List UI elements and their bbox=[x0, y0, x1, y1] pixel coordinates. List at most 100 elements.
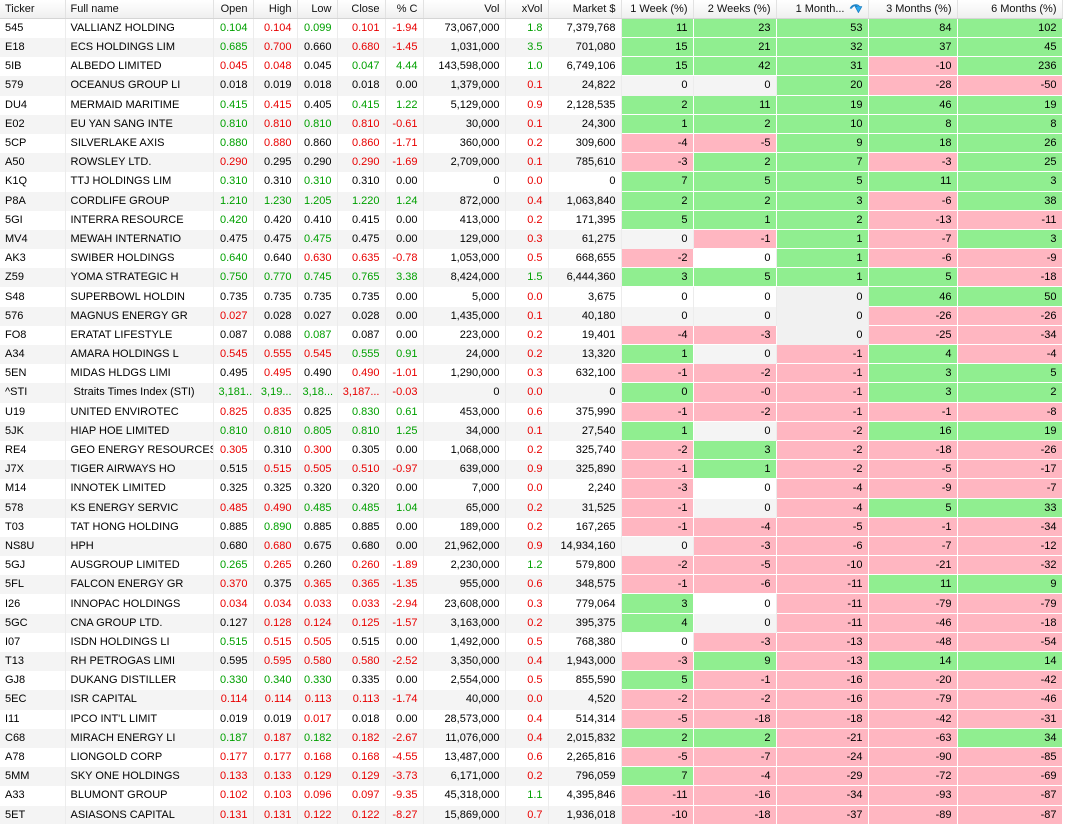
table-row[interactable]: I11 IPCO INT'L LIMIT 0.019 0.019 0.017 0.018 0… bbox=[0, 709, 1063, 729]
table-row[interactable]: 5ET ASIASONS CAPITAL 0.131 0.131 0.122 0.122-… bbox=[0, 805, 1063, 824]
table-row[interactable]: 5EC ISR CAPITAL 0.114 0.114 0.113 0.113 -1.74 4… bbox=[0, 690, 1063, 710]
column-header-xvol[interactable]: xVol bbox=[505, 0, 549, 19]
cell-month3: -63 bbox=[868, 728, 958, 748]
table-row[interactable]: 5EN MIDAS HLDGS LIMI 0.495 0.495 0.490 0.490-… bbox=[0, 364, 1063, 384]
cell-month3: -90 bbox=[868, 747, 958, 768]
column-header-month6[interactable]: 6 Months (%) bbox=[957, 0, 1063, 19]
table-row[interactable]: 5GI INTERRA RESOURCE 0.420 0.420 0.410 0.415 0… bbox=[0, 210, 1063, 230]
column-header-market[interactable]: Market $ bbox=[548, 0, 622, 19]
cell-pct_change: 0.00 bbox=[385, 210, 424, 230]
cell-month6: 33 bbox=[957, 498, 1063, 518]
table-row[interactable]: K1Q TTJ HOLDINGS LIM 0.310 0.310 0.310 0.310 0… bbox=[0, 172, 1063, 192]
cell-close: 0.028 bbox=[337, 306, 386, 326]
cell-month6: -50 bbox=[957, 76, 1063, 96]
cell-week1: 0 bbox=[621, 536, 694, 557]
cell-close: 0.555 bbox=[337, 345, 386, 365]
cell-name: ALBEDO LIMITED bbox=[65, 57, 214, 77]
table-row[interactable]: I07 ISDN HOLDINGS LI 0.515 0.515 0.505 0.515 0… bbox=[0, 632, 1063, 652]
cell-name: HIAP HOE LIMITED bbox=[65, 421, 214, 441]
table-row[interactable]: 5GC CNA GROUP LTD. 0.127 0.128 0.124 0.125 -1.… bbox=[0, 613, 1063, 633]
cell-month3: -7 bbox=[868, 229, 958, 250]
table-row[interactable]: P8A CORDLIFE GROUP 1.210 1.230 1.205 1.220 1.2… bbox=[0, 191, 1063, 211]
cell-high: 0.133 bbox=[253, 767, 298, 787]
cell-close: 3,187... bbox=[337, 383, 386, 403]
column-header-week2[interactable]: 2 Weeks (%) bbox=[693, 0, 777, 19]
table-row[interactable]: 576 MAGNUS ENERGY GR 0.027 0.028 0.027 0.028 0… bbox=[0, 306, 1063, 326]
cell-market: 632,100 bbox=[548, 364, 622, 384]
cell-close: 0.765 bbox=[337, 268, 386, 288]
cell-month1: 1 bbox=[776, 229, 869, 250]
table-row[interactable]: 579 OCEANUS GROUP LI 0.018 0.019 0.018 0.018 0… bbox=[0, 76, 1063, 96]
table-row[interactable]: GJ8 DUKANG DISTILLER 0.330 0.340 0.330 0.335 0… bbox=[0, 671, 1063, 691]
column-header-close[interactable]: Close bbox=[337, 0, 386, 19]
table-row[interactable]: FO8 ERATAT LIFESTYLE 0.087 0.088 0.087 0.087 0… bbox=[0, 325, 1063, 345]
cell-name: SILVERLAKE AXIS bbox=[65, 133, 214, 154]
cell-low: 0.505 bbox=[297, 632, 338, 652]
table-row[interactable]: 5IB ALBEDO LIMITED 0.045 0.048 0.045 0.047 4.4… bbox=[0, 57, 1063, 77]
cell-month1: 10 bbox=[776, 114, 869, 134]
column-header-name[interactable]: Full name bbox=[65, 0, 214, 19]
cell-high: 0.810 bbox=[253, 114, 298, 134]
table-row[interactable]: Z59 YOMA STRATEGIC H 0.750 0.770 0.745 0.765 3… bbox=[0, 268, 1063, 288]
table-row[interactable]: T13 RH PETROGAS LIMI 0.595 0.595 0.580 0.580-… bbox=[0, 652, 1063, 672]
table-row[interactable]: DU4 MERMAID MARITIME 0.415 0.415 0.405 0.415 1… bbox=[0, 95, 1063, 115]
table-row[interactable]: A33 BLUMONT GROUP 0.102 0.103 0.096 0.097 -9.3… bbox=[0, 786, 1063, 806]
table-row[interactable]: I26 INNOPAC HOLDINGS 0.034 0.034 0.033 0.033-… bbox=[0, 594, 1063, 614]
table-row[interactable]: 578 KS ENERGY SERVIC 0.485 0.490 0.485 0.485 1… bbox=[0, 498, 1063, 518]
table-row[interactable]: J7X TIGER AIRWAYS HO 0.515 0.515 0.505 0.510-… bbox=[0, 460, 1063, 480]
cell-xvol: 0.4 bbox=[505, 709, 549, 729]
table-row[interactable]: A34 AMARA HOLDINGS L 0.545 0.555 0.545 0.555 0… bbox=[0, 345, 1063, 365]
cell-name: AMARA HOLDINGS L bbox=[65, 345, 214, 365]
table-row[interactable]: M14 INNOTEK LIMITED 0.325 0.325 0.320 0.320 0.… bbox=[0, 479, 1063, 499]
table-row[interactable]: 5JK HIAP HOE LIMITED 0.810 0.810 0.805 0.810 1… bbox=[0, 421, 1063, 441]
cell-high: 0.310 bbox=[253, 172, 298, 192]
cell-month3: -1 bbox=[868, 517, 958, 537]
table-row[interactable]: A78 LIONGOLD CORP 0.177 0.177 0.168 0.168 -4.5… bbox=[0, 747, 1063, 768]
column-header-vol[interactable]: Vol bbox=[423, 0, 506, 19]
table-row[interactable]: ^STI Straits Times Index (STI) 3,181... 3,… bbox=[0, 383, 1063, 403]
cell-month3: -20 bbox=[868, 671, 958, 691]
table-row[interactable]: 5GJ AUSGROUP LIMITED 0.265 0.265 0.260 0.260-… bbox=[0, 556, 1063, 576]
cell-pct_change: -1.35 bbox=[385, 575, 424, 595]
column-header-week1[interactable]: 1 Week (%) bbox=[621, 0, 694, 19]
cell-vol: 73,067,000 bbox=[423, 18, 506, 38]
cell-ticker: A50 bbox=[0, 153, 66, 173]
table-row[interactable]: 5FL FALCON ENERGY GR 0.370 0.375 0.365 0.365-… bbox=[0, 575, 1063, 595]
table-row[interactable]: A50 ROWSLEY LTD. 0.290 0.295 0.290 0.290 -1.69… bbox=[0, 153, 1063, 173]
table-row[interactable]: S48 SUPERBOWL HOLDIN 0.735 0.735 0.735 0.735 0… bbox=[0, 287, 1063, 307]
table-row[interactable]: AK3 SWIBER HOLDINGS 0.640 0.640 0.630 0.635 -0… bbox=[0, 249, 1063, 269]
cell-month6: -87 bbox=[957, 786, 1063, 806]
column-header-ticker[interactable]: Ticker bbox=[0, 0, 66, 19]
column-header-open[interactable]: Open bbox=[213, 0, 254, 19]
table-row[interactable]: 5MM SKY ONE HOLDINGS 0.133 0.133 0.129 0.129-… bbox=[0, 767, 1063, 787]
column-header-low[interactable]: Low bbox=[297, 0, 338, 19]
cell-month6: -26 bbox=[957, 440, 1063, 461]
cell-vol: 639,000 bbox=[423, 460, 506, 480]
table-row[interactable]: E18 ECS HOLDINGS LIM 0.685 0.700 0.660 0.680-… bbox=[0, 38, 1063, 58]
cell-name: CNA GROUP LTD. bbox=[65, 613, 214, 633]
table-row[interactable]: MV4 MEWAH INTERNATIO 0.475 0.475 0.475 0.475 0… bbox=[0, 229, 1063, 250]
column-header-high[interactable]: High bbox=[253, 0, 298, 19]
cell-high: 0.515 bbox=[253, 632, 298, 652]
cell-month1: -2 bbox=[776, 440, 869, 461]
column-header-month3[interactable]: 3 Months (%) bbox=[868, 0, 958, 19]
cell-month1: -16 bbox=[776, 671, 869, 691]
cell-pct_change: -1.57 bbox=[385, 613, 424, 633]
cell-vol: 1,290,000 bbox=[423, 364, 506, 384]
column-header-month1[interactable]: 1 Month... bbox=[776, 0, 869, 19]
cell-week2: -5 bbox=[693, 133, 777, 154]
table-row[interactable]: RE4 GEO ENERGY RESOURCES 0.305 0.310 0.300 0.… bbox=[0, 440, 1063, 461]
table-row[interactable]: 545 VALLIANZ HOLDING 0.104 0.104 0.099 0.101-… bbox=[0, 18, 1063, 38]
table-row[interactable]: C68 MIRACH ENERGY LI 0.187 0.187 0.182 0.182-… bbox=[0, 728, 1063, 748]
table-row[interactable]: 5CP SILVERLAKE AXIS 0.880 0.880 0.860 0.860 -1… bbox=[0, 133, 1063, 154]
column-header-pct_change[interactable]: % C bbox=[385, 0, 424, 19]
table-row[interactable]: E02 EU YAN SANG INTE 0.810 0.810 0.810 0.810-… bbox=[0, 114, 1063, 134]
cell-pct_change: -1.45 bbox=[385, 38, 424, 58]
table-row[interactable]: U19 UNITED ENVIROTEC 0.825 0.835 0.825 0.830 0… bbox=[0, 402, 1063, 422]
table-row[interactable]: T03 TAT HONG HOLDING 0.885 0.890 0.885 0.885 0… bbox=[0, 517, 1063, 537]
cell-week2: 23 bbox=[693, 18, 777, 38]
cell-pct_change: 0.00 bbox=[385, 172, 424, 192]
cell-week2: 2 bbox=[693, 728, 777, 748]
table-row[interactable]: NS8U HPH 0.680 0.680 0.675 0.680 0.00 21,962,00… bbox=[0, 536, 1063, 557]
cell-market: 3,675 bbox=[548, 287, 622, 307]
